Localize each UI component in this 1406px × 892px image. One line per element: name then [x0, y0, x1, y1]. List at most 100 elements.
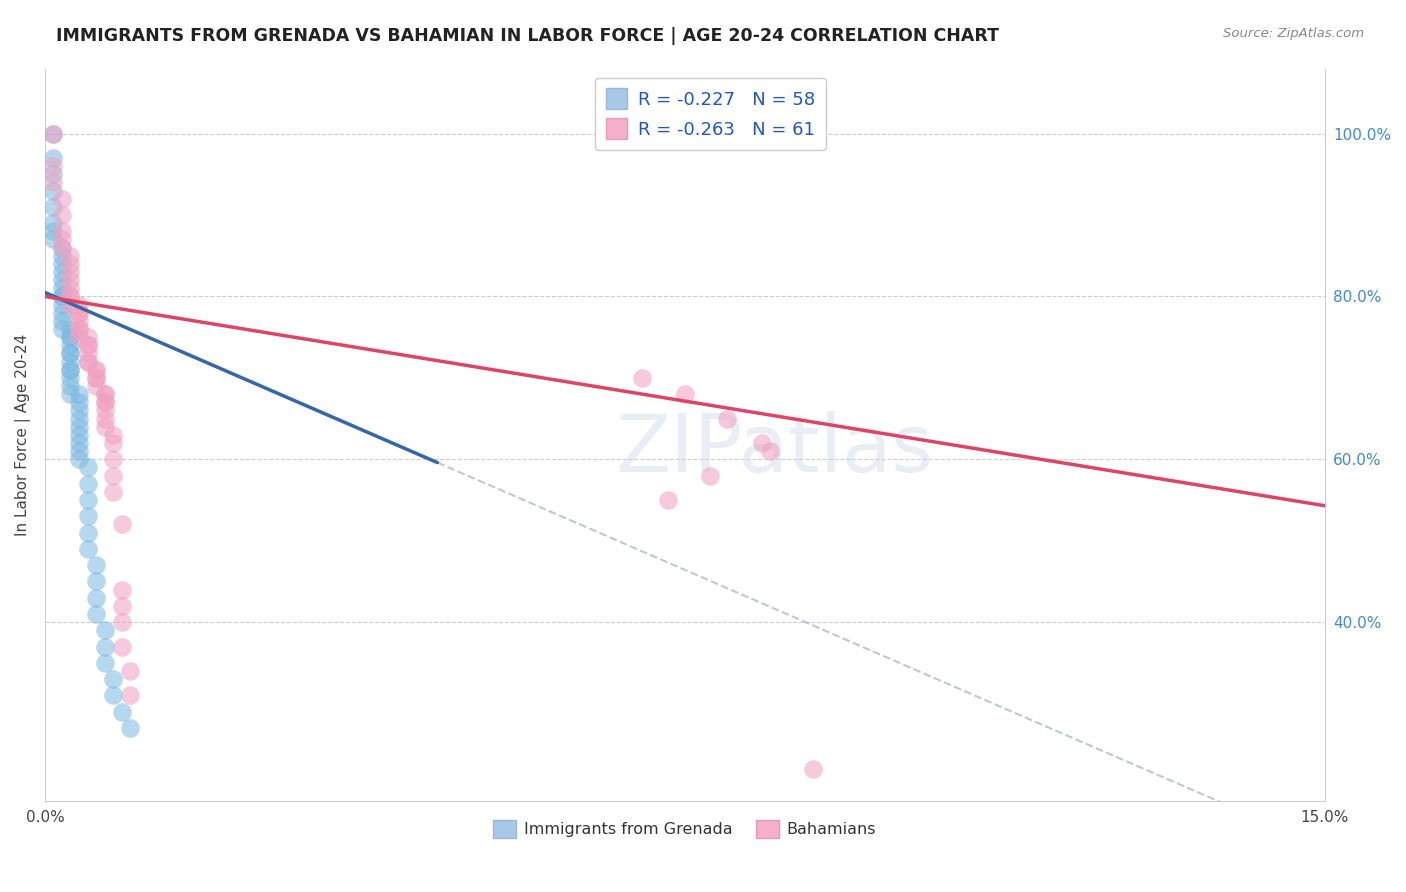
Point — [76, 476, 98, 491]
Point — [76, 509, 98, 524]
Point — [67, 306, 90, 320]
Point — [59, 273, 82, 287]
Point — [59, 330, 82, 344]
Point — [59, 257, 82, 271]
Text: ZIPatlas: ZIPatlas — [616, 410, 934, 489]
Point — [51, 289, 73, 303]
Point — [716, 411, 738, 425]
Point — [59, 249, 82, 263]
Point — [111, 599, 134, 613]
Point — [51, 322, 73, 336]
Point — [59, 338, 82, 352]
Point — [93, 387, 115, 401]
Point — [59, 363, 82, 377]
Point — [673, 387, 696, 401]
Point — [84, 607, 107, 621]
Point — [631, 371, 654, 385]
Point — [93, 656, 115, 670]
Point — [76, 346, 98, 360]
Point — [120, 689, 142, 703]
Point — [111, 517, 134, 532]
Point — [51, 241, 73, 255]
Point — [59, 387, 82, 401]
Point — [51, 249, 73, 263]
Point — [76, 338, 98, 352]
Point — [76, 330, 98, 344]
Point — [111, 615, 134, 629]
Point — [42, 216, 65, 230]
Point — [42, 159, 65, 173]
Point — [93, 419, 115, 434]
Point — [67, 436, 90, 450]
Point — [84, 363, 107, 377]
Point — [111, 582, 134, 597]
Point — [67, 306, 90, 320]
Point — [101, 428, 124, 442]
Point — [93, 640, 115, 654]
Point — [51, 273, 73, 287]
Point — [759, 444, 782, 458]
Point — [59, 354, 82, 368]
Point — [42, 176, 65, 190]
Point — [59, 371, 82, 385]
Point — [67, 419, 90, 434]
Point — [84, 371, 107, 385]
Point — [101, 436, 124, 450]
Point — [76, 338, 98, 352]
Point — [42, 151, 65, 165]
Point — [51, 281, 73, 295]
Point — [51, 306, 73, 320]
Y-axis label: In Labor Force | Age 20-24: In Labor Force | Age 20-24 — [15, 334, 31, 536]
Point — [67, 452, 90, 467]
Point — [101, 468, 124, 483]
Point — [59, 330, 82, 344]
Point — [111, 640, 134, 654]
Point — [59, 289, 82, 303]
Point — [751, 436, 773, 450]
Point — [51, 289, 73, 303]
Point — [93, 387, 115, 401]
Point — [93, 395, 115, 409]
Point — [120, 721, 142, 735]
Point — [51, 241, 73, 255]
Point — [111, 705, 134, 719]
Point — [84, 574, 107, 589]
Point — [84, 379, 107, 393]
Point — [42, 167, 65, 181]
Point — [801, 762, 824, 776]
Point — [51, 297, 73, 311]
Point — [84, 591, 107, 605]
Point — [120, 664, 142, 678]
Point — [76, 354, 98, 368]
Point — [51, 208, 73, 222]
Point — [59, 363, 82, 377]
Point — [67, 387, 90, 401]
Point — [51, 314, 73, 328]
Point — [59, 379, 82, 393]
Point — [51, 257, 73, 271]
Point — [101, 484, 124, 499]
Point — [51, 232, 73, 246]
Point — [51, 224, 73, 238]
Point — [59, 297, 82, 311]
Point — [67, 411, 90, 425]
Point — [84, 363, 107, 377]
Point — [93, 624, 115, 638]
Point — [42, 127, 65, 141]
Point — [59, 281, 82, 295]
Point — [67, 297, 90, 311]
Point — [657, 493, 679, 508]
Point — [101, 452, 124, 467]
Point — [67, 403, 90, 417]
Point — [51, 192, 73, 206]
Point — [59, 265, 82, 279]
Point — [59, 289, 82, 303]
Point — [76, 525, 98, 540]
Point — [101, 672, 124, 686]
Point — [59, 322, 82, 336]
Point — [67, 322, 90, 336]
Point — [67, 395, 90, 409]
Point — [76, 493, 98, 508]
Point — [42, 200, 65, 214]
Point — [101, 689, 124, 703]
